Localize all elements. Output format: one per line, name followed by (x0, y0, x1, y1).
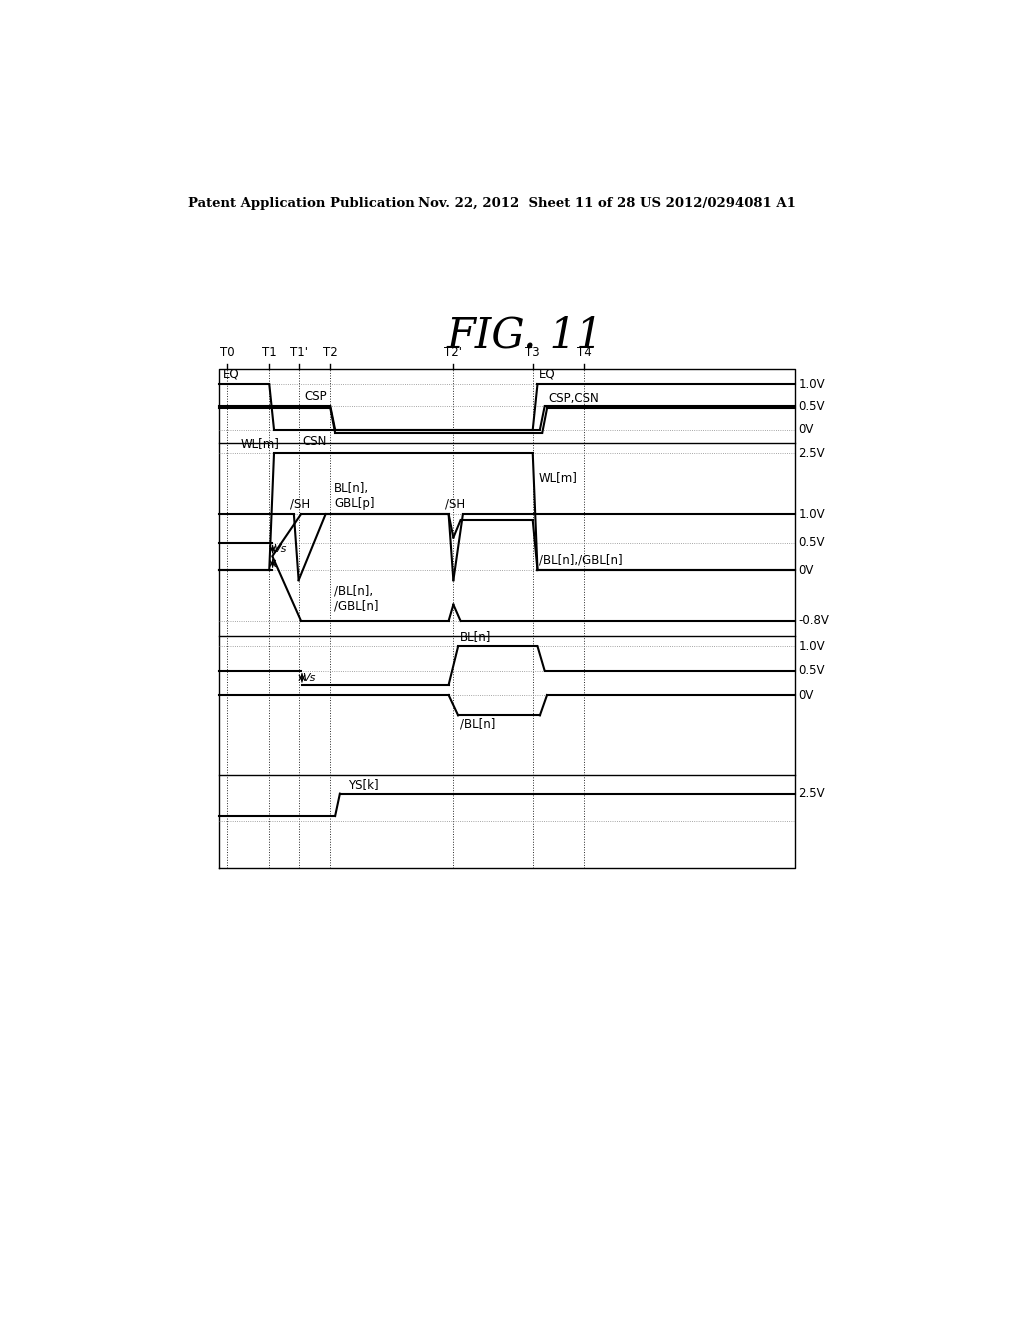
Text: Vs: Vs (302, 673, 315, 682)
Text: T1': T1' (290, 346, 307, 359)
Text: 2.5V: 2.5V (799, 787, 825, 800)
Text: WL[m]: WL[m] (241, 437, 280, 450)
Text: Nov. 22, 2012  Sheet 11 of 28: Nov. 22, 2012 Sheet 11 of 28 (418, 197, 635, 210)
Text: CSP,CSN: CSP,CSN (549, 392, 599, 405)
Text: CSN: CSN (303, 434, 328, 447)
Text: /SH: /SH (290, 498, 310, 510)
Text: 1.0V: 1.0V (799, 378, 825, 391)
Text: Patent Application Publication: Patent Application Publication (187, 197, 415, 210)
Text: T4: T4 (577, 346, 592, 359)
Text: BL[n],
GBL[p]: BL[n], GBL[p] (334, 482, 375, 510)
Text: US 2012/0294081 A1: US 2012/0294081 A1 (640, 197, 796, 210)
Text: /BL[n],
/GBL[n]: /BL[n], /GBL[n] (334, 585, 379, 612)
Text: /BL[n]: /BL[n] (460, 718, 495, 730)
Text: 0V: 0V (799, 564, 814, 577)
Text: /BL[n],/GBL[n]: /BL[n],/GBL[n] (539, 554, 623, 568)
Text: EQ: EQ (223, 368, 240, 381)
Text: T3: T3 (525, 346, 540, 359)
Text: 0.5V: 0.5V (799, 400, 825, 413)
Text: -0.8V: -0.8V (799, 614, 829, 627)
Text: T0: T0 (220, 346, 234, 359)
Text: 1.0V: 1.0V (799, 508, 825, 520)
Text: 0V: 0V (799, 689, 814, 701)
Text: 0.5V: 0.5V (799, 536, 825, 549)
Text: 0.5V: 0.5V (799, 664, 825, 677)
Text: YS[k]: YS[k] (348, 777, 379, 791)
Text: T2: T2 (323, 346, 338, 359)
Text: BL[n]: BL[n] (460, 630, 492, 643)
Text: WL[m]: WL[m] (539, 471, 578, 484)
Text: Vs: Vs (273, 544, 287, 554)
Text: 1.0V: 1.0V (799, 640, 825, 653)
Text: 2.5V: 2.5V (799, 446, 825, 459)
Text: EQ: EQ (539, 368, 556, 381)
Text: T1: T1 (262, 346, 276, 359)
Text: /SH: /SH (444, 498, 465, 510)
Text: CSP: CSP (304, 391, 328, 404)
Text: FIG. 11: FIG. 11 (446, 314, 603, 356)
Text: 0V: 0V (799, 424, 814, 437)
Text: T2': T2' (444, 346, 463, 359)
